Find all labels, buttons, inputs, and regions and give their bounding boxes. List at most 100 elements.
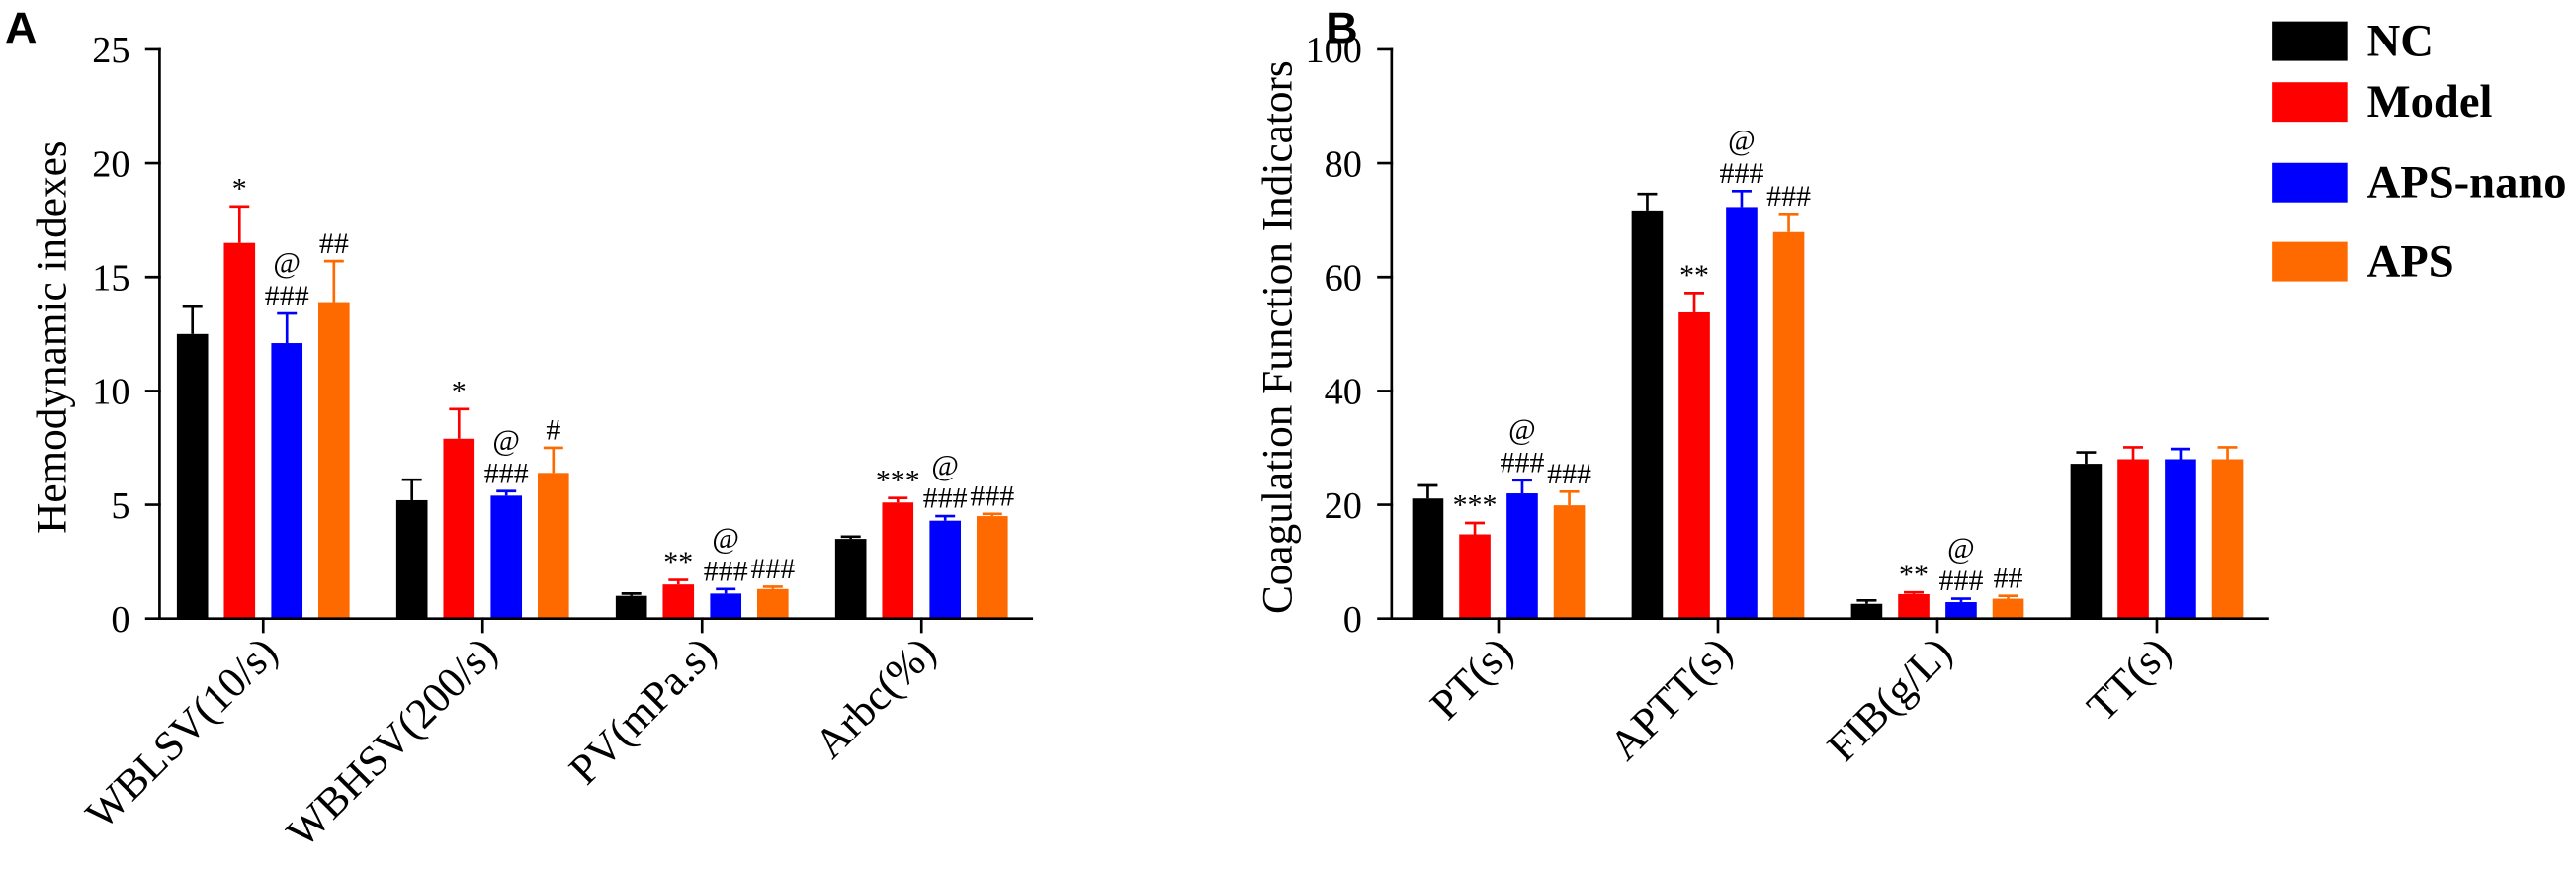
y-axis-title: Coagulation Function Indicators [1253, 60, 1301, 614]
significance-mark-model-aptt-s: ** [1679, 259, 1709, 292]
significance-mark-aps-nano-pv-mpa-s: ### [704, 555, 748, 587]
bar-aps-nano-wbhsv-200-s [490, 495, 523, 619]
bar-model-pv-mpa-s [662, 584, 695, 619]
bar-aps-nano-tt-s [2165, 459, 2196, 619]
bar-aps-aptt-s [1772, 231, 1805, 619]
x-tick-label-pv-mpa-s: PV(mPa.s) [560, 628, 726, 793]
x-tick-label-tt-s: TT(s) [2078, 628, 2181, 731]
significance-mark-aps-fib-g-l: ## [1994, 562, 2023, 594]
bar-aps-pt-s [1553, 505, 1586, 619]
significance-mark-model-pv-mpa-s: ** [663, 546, 693, 578]
bar-nc-fib-g-l [1850, 603, 1883, 619]
bar-aps-arbc [976, 516, 1008, 619]
y-tick-label: 40 [1325, 372, 1362, 413]
x-tick-label-aptt-s: APTT(s) [1600, 628, 1742, 769]
legend-swatch-aps [2272, 241, 2348, 282]
significance-mark-aps-nano-wbhsv-200-s: ### [484, 457, 529, 489]
y-tick-label: 0 [111, 599, 129, 641]
y-tick-label: 0 [1343, 599, 1362, 641]
significance-mark-aps-arbc: ### [970, 479, 1014, 512]
bar-aps-fib-g-l [1992, 598, 2024, 619]
bars: *###@##*###@ #** ###@###***###@### [176, 173, 1014, 619]
significance-mark-aps-nano-fib-g-l: ### [1939, 565, 1984, 597]
x-tick-label-pt-s: PT(s) [1421, 628, 1522, 729]
significance-mark-aps-nano-pt-s: @ [1508, 413, 1536, 446]
y-tick-label: 80 [1325, 143, 1362, 185]
panel-label: A [5, 2, 37, 52]
legend: NC Model APS-nano APS [2272, 16, 2567, 288]
significance-mark-aps-nano-aptt-s: @ [1728, 125, 1756, 157]
significance-mark-aps-nano-wblsv-10-s: @ [273, 246, 301, 279]
bar-nc-pt-s [1412, 498, 1444, 619]
legend-label-aps-nano: APS-nano [2367, 157, 2567, 209]
significance-mark-aps-nano-aptt-s: ### [1720, 157, 1764, 190]
significance-mark-aps-nano-wbhsv-200-s: @ [492, 424, 520, 457]
x-tick-label-arbc: Arbc(%) [806, 628, 945, 767]
significance-mark-aps-wblsv-10-s: ## [319, 227, 349, 260]
legend-swatch-model [2272, 82, 2348, 123]
legend-item-aps-nano: APS-nano [2272, 157, 2567, 209]
significance-mark-aps-nano-pt-s: ### [1501, 446, 1545, 479]
bar-nc-pv-mpa-s [615, 595, 647, 619]
bar-aps-pv-mpa-s [756, 588, 789, 619]
bar-model-fib-g-l [1898, 593, 1930, 619]
bar-aps-nano-pv-mpa-s [710, 593, 742, 619]
bar-model-aptt-s [1678, 311, 1710, 619]
y-axis-title: Hemodynamic indexes [29, 140, 76, 534]
bar-model-pt-s [1459, 534, 1491, 619]
legend-swatch-aps-nano [2272, 162, 2348, 203]
legend-item-nc: NC [2272, 16, 2434, 67]
bar-model-arbc [882, 502, 914, 619]
y-tick-label: 10 [92, 372, 129, 413]
y-tick-label: 15 [92, 258, 129, 300]
y-tick-label: 60 [1325, 258, 1362, 300]
bar-nc-wblsv-10-s [176, 333, 209, 619]
bar-aps-nano-arbc [929, 520, 962, 619]
bar-aps-wbhsv-200-s [537, 473, 569, 619]
bar-model-tt-s [2117, 459, 2149, 619]
bar-nc-aptt-s [1631, 210, 1664, 619]
significance-mark-aps-nano-arbc: ### [923, 482, 968, 515]
significance-mark-model-arbc: *** [876, 464, 920, 496]
panel-label: B [1326, 2, 1357, 52]
bar-nc-tt-s [2070, 464, 2103, 619]
bar-aps-wblsv-10-s [318, 302, 350, 619]
bar-model-wbhsv-200-s [443, 438, 475, 619]
significance-mark-model-wbhsv-200-s: * [452, 376, 467, 408]
significance-mark-model-fib-g-l: ** [1899, 559, 1929, 591]
significance-mark-model-wblsv-10-s: * [232, 173, 247, 206]
bar-aps-nano-fib-g-l [1945, 602, 1977, 619]
y-tick-label: 5 [111, 485, 129, 527]
legend-item-model: Model [2272, 76, 2492, 128]
significance-mark-model-pt-s: *** [1453, 489, 1498, 522]
bar-aps-nano-aptt-s [1726, 207, 1758, 619]
y-tick-label: 20 [92, 143, 129, 185]
bars: ***###@###**###@###** ###@## [1412, 125, 2244, 619]
y-tick-label: 100 [1305, 30, 1361, 71]
significance-mark-aps-nano-wblsv-10-s: ### [265, 280, 309, 312]
significance-mark-aps-pv-mpa-s: ### [750, 553, 795, 585]
significance-mark-aps-nano-arbc: @ [931, 449, 959, 481]
bar-nc-wbhsv-200-s [395, 499, 428, 619]
bar-aps-nano-wblsv-10-s [271, 343, 303, 619]
bar-model-wblsv-10-s [223, 242, 256, 619]
significance-mark-aps-nano-fib-g-l: @ [1947, 532, 1975, 565]
bar-aps-tt-s [2211, 459, 2244, 619]
legend-label-nc: NC [2367, 16, 2434, 67]
significance-mark-aps-aptt-s: ### [1766, 180, 1811, 213]
bar-aps-nano-pt-s [1506, 493, 1538, 619]
x-tick-label-wbhsv-200-s: WBHSV(200/s) [278, 628, 506, 856]
significance-mark-aps-pt-s: ### [1547, 458, 1591, 490]
legend-item-aps: APS [2272, 236, 2454, 288]
significance-mark-aps-nano-pv-mpa-s: @ [712, 522, 739, 555]
legend-label-aps: APS [2367, 236, 2454, 288]
x-tick-label-wblsv-10-s: WBLSV(10/s) [77, 628, 287, 837]
legend-label-model: Model [2367, 76, 2493, 128]
y-tick-label: 25 [92, 30, 129, 71]
significance-mark-aps-wbhsv-200-s: # [546, 414, 560, 447]
y-tick-label: 20 [1325, 485, 1362, 527]
bar-nc-arbc [834, 539, 867, 619]
